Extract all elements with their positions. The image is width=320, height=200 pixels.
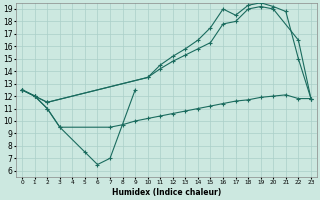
X-axis label: Humidex (Indice chaleur): Humidex (Indice chaleur) [112,188,221,197]
